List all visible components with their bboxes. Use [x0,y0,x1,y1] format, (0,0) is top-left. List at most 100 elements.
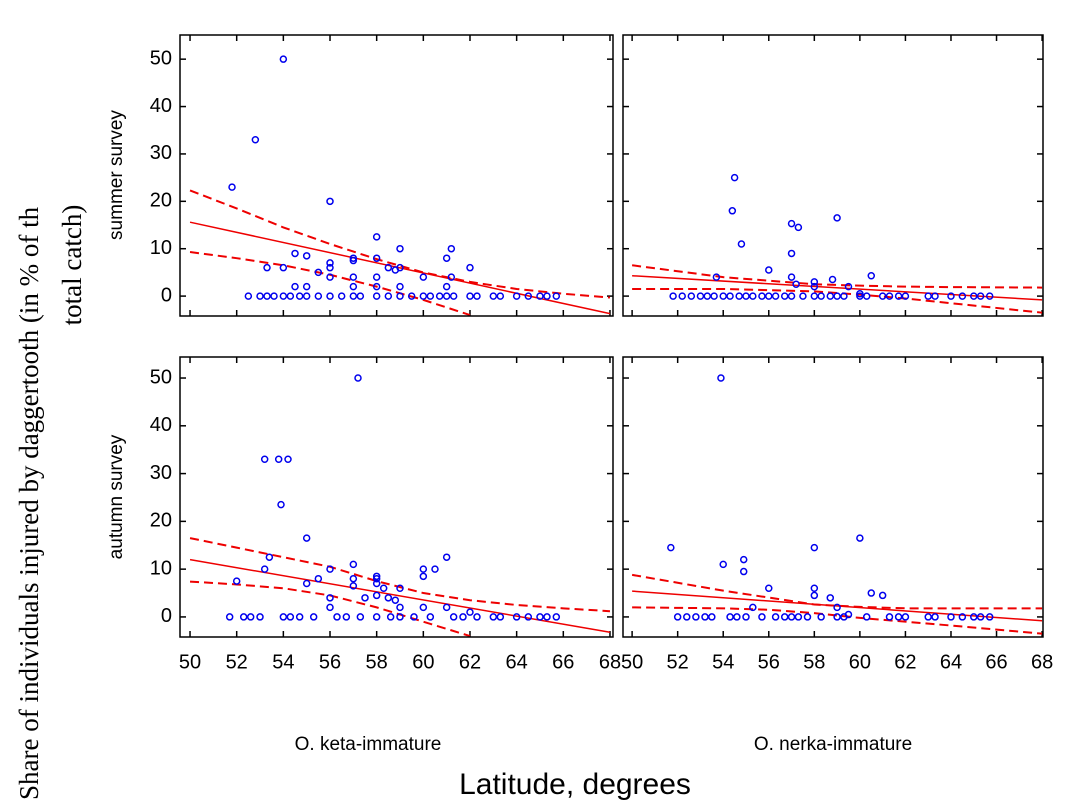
point [742,613,750,621]
point [356,292,365,300]
point [372,591,381,600]
point [810,584,819,593]
point [263,292,271,300]
point [426,613,435,621]
point [442,282,451,291]
point [958,292,967,300]
point [314,574,323,583]
point [924,613,932,621]
point [878,292,887,300]
point [302,534,311,542]
point [489,613,498,621]
point [833,214,841,222]
point [976,613,985,621]
y-tick-label: 10 [150,237,172,259]
x-tick-label: 60 [849,651,871,673]
point [552,292,561,300]
point [817,613,825,621]
point [309,613,318,621]
point [372,233,381,241]
point [354,374,362,382]
point [496,613,505,621]
regression-line [189,558,611,633]
plot-frame [622,356,1044,638]
point [924,292,932,300]
y-axis-label: total catch) [57,205,87,326]
point [524,613,533,621]
point [810,292,819,300]
point [260,565,269,573]
y-axis-label: Share of individuals injured by daggerto… [14,206,44,800]
point [396,244,404,253]
point [384,292,393,300]
point [749,603,757,612]
point [536,292,544,300]
confidence-band-upper [189,189,611,299]
point [792,280,800,289]
point [349,560,358,569]
point [696,292,705,300]
point [794,613,803,621]
x-tick-label: 56 [758,651,780,673]
point [302,252,311,260]
y-tick-label: 40 [150,414,172,436]
point [302,292,311,300]
point [739,567,748,576]
point [291,249,299,258]
point [765,584,773,593]
point [512,613,521,621]
point [810,282,819,291]
point [758,292,766,300]
point [552,613,561,621]
point [828,275,837,284]
y-tick-label: 50 [150,47,172,69]
x-tick-label: 58 [366,651,388,673]
point [396,584,404,593]
point [687,292,696,300]
y-tick-label: 20 [150,510,172,532]
point [536,613,544,621]
x-tick-label: 52 [226,651,248,673]
point [232,577,241,585]
point [270,292,278,300]
point [447,244,456,253]
point [384,594,393,602]
y-tick-label: 0 [161,605,172,627]
point [419,273,428,281]
point [885,613,894,621]
point [771,613,780,621]
y-tick-label: 30 [150,462,172,484]
x-tick-label: 66 [552,651,574,673]
point [730,173,739,182]
point [396,603,404,612]
y-tick-label: 20 [150,190,172,212]
point [372,282,381,291]
point [862,613,871,621]
point [349,282,358,291]
point [396,292,404,300]
point [326,594,334,602]
plot-frame [179,34,614,317]
point [286,292,295,300]
x-axis-label: Latitude, degrees [459,768,691,801]
point [787,292,796,300]
point [372,579,381,588]
point [279,55,288,63]
point [931,613,939,621]
column-label: O. nerka-immature [754,734,912,755]
point [958,613,967,621]
point [349,256,358,265]
point [810,543,819,552]
point [279,292,288,300]
confidence-band-upper [631,264,1043,289]
x-tick-label: 68 [599,651,621,673]
point [251,135,260,144]
point [931,292,939,300]
point [302,579,311,588]
point [384,263,393,272]
point [291,282,299,291]
point [256,613,264,621]
regression-line [632,590,1043,622]
point [466,292,474,300]
